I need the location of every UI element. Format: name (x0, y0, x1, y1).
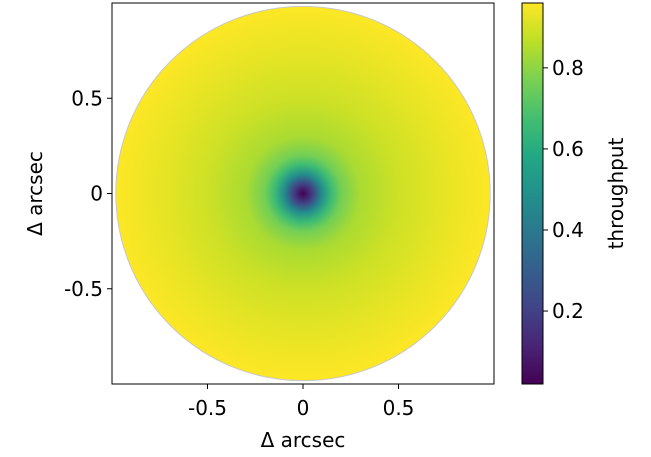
x-tick-label: -0.5 (188, 396, 227, 420)
colorbar-tick-label: 0.8 (552, 56, 584, 80)
colorbar-ticks: 0.2 0.4 0.6 0.8 (543, 56, 584, 323)
y-tick-label: 0.5 (71, 86, 103, 110)
x-axis-ticks: -0.5 0 0.5 (188, 384, 414, 420)
x-tick-label: 0 (297, 396, 310, 420)
y-tick-label: -0.5 (64, 277, 103, 301)
colorbar-tick-label: 0.6 (552, 137, 584, 161)
plot-area: -0.5 0 0.5 0.5 0 -0.5 Δ arcsec Δ arcsec (23, 2, 495, 452)
colorbar: 0.2 0.4 0.6 0.8 throughput (521, 2, 628, 385)
colorbar-gradient (521, 2, 544, 385)
x-tick-label: 0.5 (383, 396, 415, 420)
y-axis-label: Δ arcsec (23, 151, 47, 236)
x-axis-label: Δ arcsec (261, 428, 346, 452)
throughput-field (115, 5, 491, 382)
y-axis-ticks: 0.5 0 -0.5 (64, 86, 112, 301)
colorbar-tick-label: 0.4 (552, 218, 584, 242)
y-tick-label: 0 (90, 182, 103, 206)
colorbar-tick-label: 0.2 (552, 299, 584, 323)
colorbar-label: throughput (604, 137, 628, 249)
